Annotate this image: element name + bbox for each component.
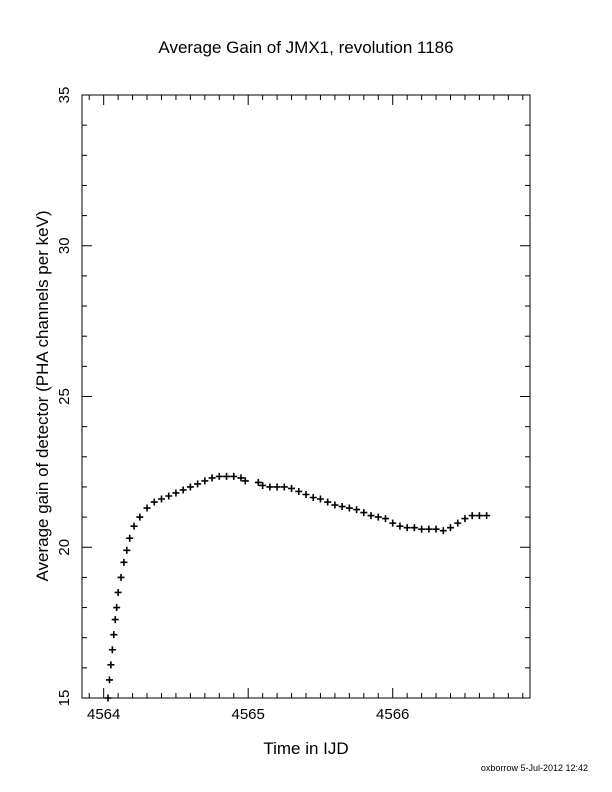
data-point [410, 524, 418, 532]
data-point [123, 546, 131, 554]
data-point [223, 472, 231, 480]
y-tick-label: 30 [56, 237, 73, 254]
plot-frame [81, 94, 531, 699]
data-point [110, 631, 118, 639]
data-point [237, 474, 245, 482]
data-point [108, 646, 116, 654]
data-point [324, 498, 332, 506]
x-tick-labels: 4564 4565 4566 [87, 706, 409, 723]
footer-credit: oxborrow 5-Jul-2012 12:42 [481, 763, 588, 773]
data-point [172, 489, 180, 497]
data-point [157, 495, 165, 503]
data-point [186, 483, 194, 491]
data-point [208, 474, 216, 482]
y-tick-labels: 15 20 25 30 35 [56, 87, 73, 707]
data-point [468, 512, 476, 520]
chart-title: Average Gain of JMX1, revolution 1186 [158, 38, 453, 57]
data-point [447, 524, 455, 532]
data-point [117, 573, 125, 581]
data-point [136, 513, 144, 521]
data-point [201, 477, 209, 485]
data-point [418, 525, 426, 533]
data-point [389, 519, 397, 527]
data-point [331, 501, 339, 509]
data-point [266, 483, 274, 491]
data-point [273, 483, 281, 491]
data-point [295, 487, 303, 495]
data-point [120, 558, 128, 566]
x-axis-label: Time in IJD [263, 739, 348, 758]
data-point [230, 472, 238, 480]
y-tick-label: 20 [56, 539, 73, 556]
data-point [367, 512, 375, 520]
data-point [105, 676, 113, 684]
y-tick-label: 35 [56, 87, 73, 104]
data-point [316, 495, 324, 503]
data-point [215, 472, 223, 480]
data-point [194, 480, 202, 488]
data-point [280, 483, 288, 491]
y-axis-label: Average gain of detector (PHA channels p… [33, 210, 52, 581]
x-tick-label: 4565 [232, 706, 265, 723]
data-point [126, 534, 134, 542]
data-point [104, 694, 112, 702]
data-point [381, 515, 389, 523]
data-point [475, 512, 483, 520]
data-point [439, 527, 447, 535]
y-tick-label: 25 [56, 388, 73, 405]
data-point [288, 484, 296, 492]
data-point [403, 524, 411, 532]
data-point [309, 494, 317, 502]
data-point [302, 490, 310, 498]
data-point [165, 492, 173, 500]
x-tick-label: 4566 [376, 706, 409, 723]
data-point [483, 512, 491, 520]
data-point [107, 661, 115, 669]
data-point [353, 506, 361, 514]
data-point [114, 588, 122, 596]
data-point [259, 481, 267, 489]
data-point [454, 519, 462, 527]
y-tick-label: 15 [56, 690, 73, 707]
data-point [179, 486, 187, 494]
data-point [130, 522, 138, 530]
data-point [425, 525, 433, 533]
data-point [374, 513, 382, 521]
data-point [150, 498, 158, 506]
data-points [104, 472, 491, 702]
data-point [111, 616, 119, 624]
data-point [338, 503, 346, 511]
data-point [241, 477, 249, 485]
data-point [461, 515, 469, 523]
data-point [360, 509, 368, 517]
data-point [432, 525, 440, 533]
data-point [143, 504, 151, 512]
tick-marks [82, 94, 530, 699]
data-point [254, 478, 262, 486]
data-point [345, 504, 353, 512]
x-tick-label: 4564 [87, 706, 120, 723]
data-point [113, 604, 121, 612]
data-point [396, 522, 404, 530]
